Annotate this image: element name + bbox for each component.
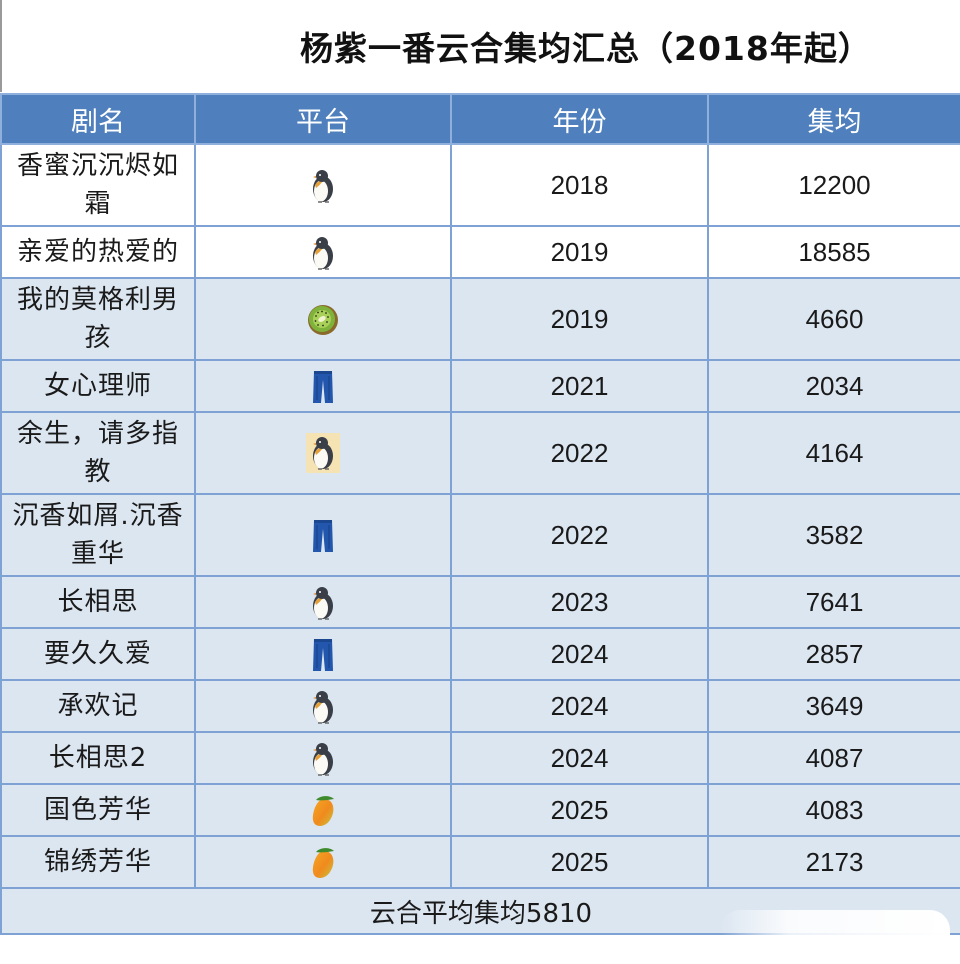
year-cell: 2019 [451, 278, 708, 360]
episode-average-cell: 2173 [708, 836, 960, 888]
year-cell: 2019 [451, 226, 708, 278]
year-cell: 2023 [451, 576, 708, 628]
year-cell: 2022 [451, 412, 708, 494]
left-border-line [0, 0, 2, 92]
jeans-icon [312, 370, 334, 404]
penguin-icon [306, 433, 340, 473]
watermark-blur [720, 910, 950, 958]
table-row: 香蜜沉沉烬如霜 201812200 [1, 144, 960, 226]
episode-average-cell: 2857 [708, 628, 960, 680]
header-average: 集均 [708, 94, 960, 144]
table-header-row: 剧名 平台 年份 集均 [1, 94, 960, 144]
table-row: 承欢记 20243649 [1, 680, 960, 732]
episode-average-cell: 4164 [708, 412, 960, 494]
episode-average-cell: 3582 [708, 494, 960, 576]
platform-cell [195, 226, 451, 278]
platform-cell [195, 360, 451, 412]
year-cell: 2021 [451, 360, 708, 412]
header-year: 年份 [451, 94, 708, 144]
drama-name: 我的莫格利男孩 [1, 278, 195, 360]
drama-ratings-table: 剧名 平台 年份 集均 香蜜沉沉烬如霜 201812200亲爱的热爱的 2019… [0, 93, 960, 935]
table-row: 锦绣芳华 20252173 [1, 836, 960, 888]
episode-average-cell: 12200 [708, 144, 960, 226]
platform-cell [195, 836, 451, 888]
episode-average-cell: 7641 [708, 576, 960, 628]
drama-name: 亲爱的热爱的 [1, 226, 195, 278]
episode-average-cell: 4660 [708, 278, 960, 360]
year-cell: 2022 [451, 494, 708, 576]
mango-icon [308, 845, 338, 881]
table-row: 要久久爱 20242857 [1, 628, 960, 680]
header-name: 剧名 [1, 94, 195, 144]
year-cell: 2025 [451, 784, 708, 836]
year-cell: 2024 [451, 680, 708, 732]
episode-average-cell: 18585 [708, 226, 960, 278]
table-row: 国色芳华 20254083 [1, 784, 960, 836]
platform-cell [195, 412, 451, 494]
episode-average-cell: 4087 [708, 732, 960, 784]
jeans-icon [312, 638, 334, 672]
drama-name: 锦绣芳华 [1, 836, 195, 888]
platform-cell [195, 784, 451, 836]
drama-name: 长相思2 [1, 732, 195, 784]
drama-name: 余生，请多指教 [1, 412, 195, 494]
year-cell: 2024 [451, 628, 708, 680]
table-row: 余生，请多指教 20224164 [1, 412, 960, 494]
platform-cell [195, 680, 451, 732]
mango-icon [308, 793, 338, 829]
drama-name: 国色芳华 [1, 784, 195, 836]
header-platform: 平台 [195, 94, 451, 144]
year-cell: 2025 [451, 836, 708, 888]
platform-cell [195, 732, 451, 784]
table-row: 长相思 20237641 [1, 576, 960, 628]
table-row: 沉香如屑.沉香重华 20223582 [1, 494, 960, 576]
drama-name: 香蜜沉沉烬如霜 [1, 144, 195, 226]
penguin-icon [310, 741, 336, 777]
drama-name: 要久久爱 [1, 628, 195, 680]
platform-cell [195, 576, 451, 628]
drama-name: 承欢记 [1, 680, 195, 732]
year-cell: 2024 [451, 732, 708, 784]
penguin-icon [310, 235, 336, 271]
table-row: 亲爱的热爱的 201918585 [1, 226, 960, 278]
kiwi-icon [306, 303, 340, 337]
drama-name: 女心理师 [1, 360, 195, 412]
table-row: 我的莫格利男孩 20194660 [1, 278, 960, 360]
drama-name: 沉香如屑.沉香重华 [1, 494, 195, 576]
episode-average-cell: 2034 [708, 360, 960, 412]
jeans-icon [312, 519, 334, 553]
page-title: 杨紫一番云合集均汇总（2018年起） [300, 22, 940, 70]
year-cell: 2018 [451, 144, 708, 226]
episode-average-cell: 4083 [708, 784, 960, 836]
platform-cell [195, 278, 451, 360]
platform-cell [195, 144, 451, 226]
episode-average-cell: 3649 [708, 680, 960, 732]
table-row: 长相思2 20244087 [1, 732, 960, 784]
platform-cell [195, 494, 451, 576]
penguin-icon [310, 585, 336, 621]
platform-cell [195, 628, 451, 680]
penguin-icon [310, 168, 336, 204]
drama-name: 长相思 [1, 576, 195, 628]
penguin-icon [310, 689, 336, 725]
table-row: 女心理师 20212034 [1, 360, 960, 412]
